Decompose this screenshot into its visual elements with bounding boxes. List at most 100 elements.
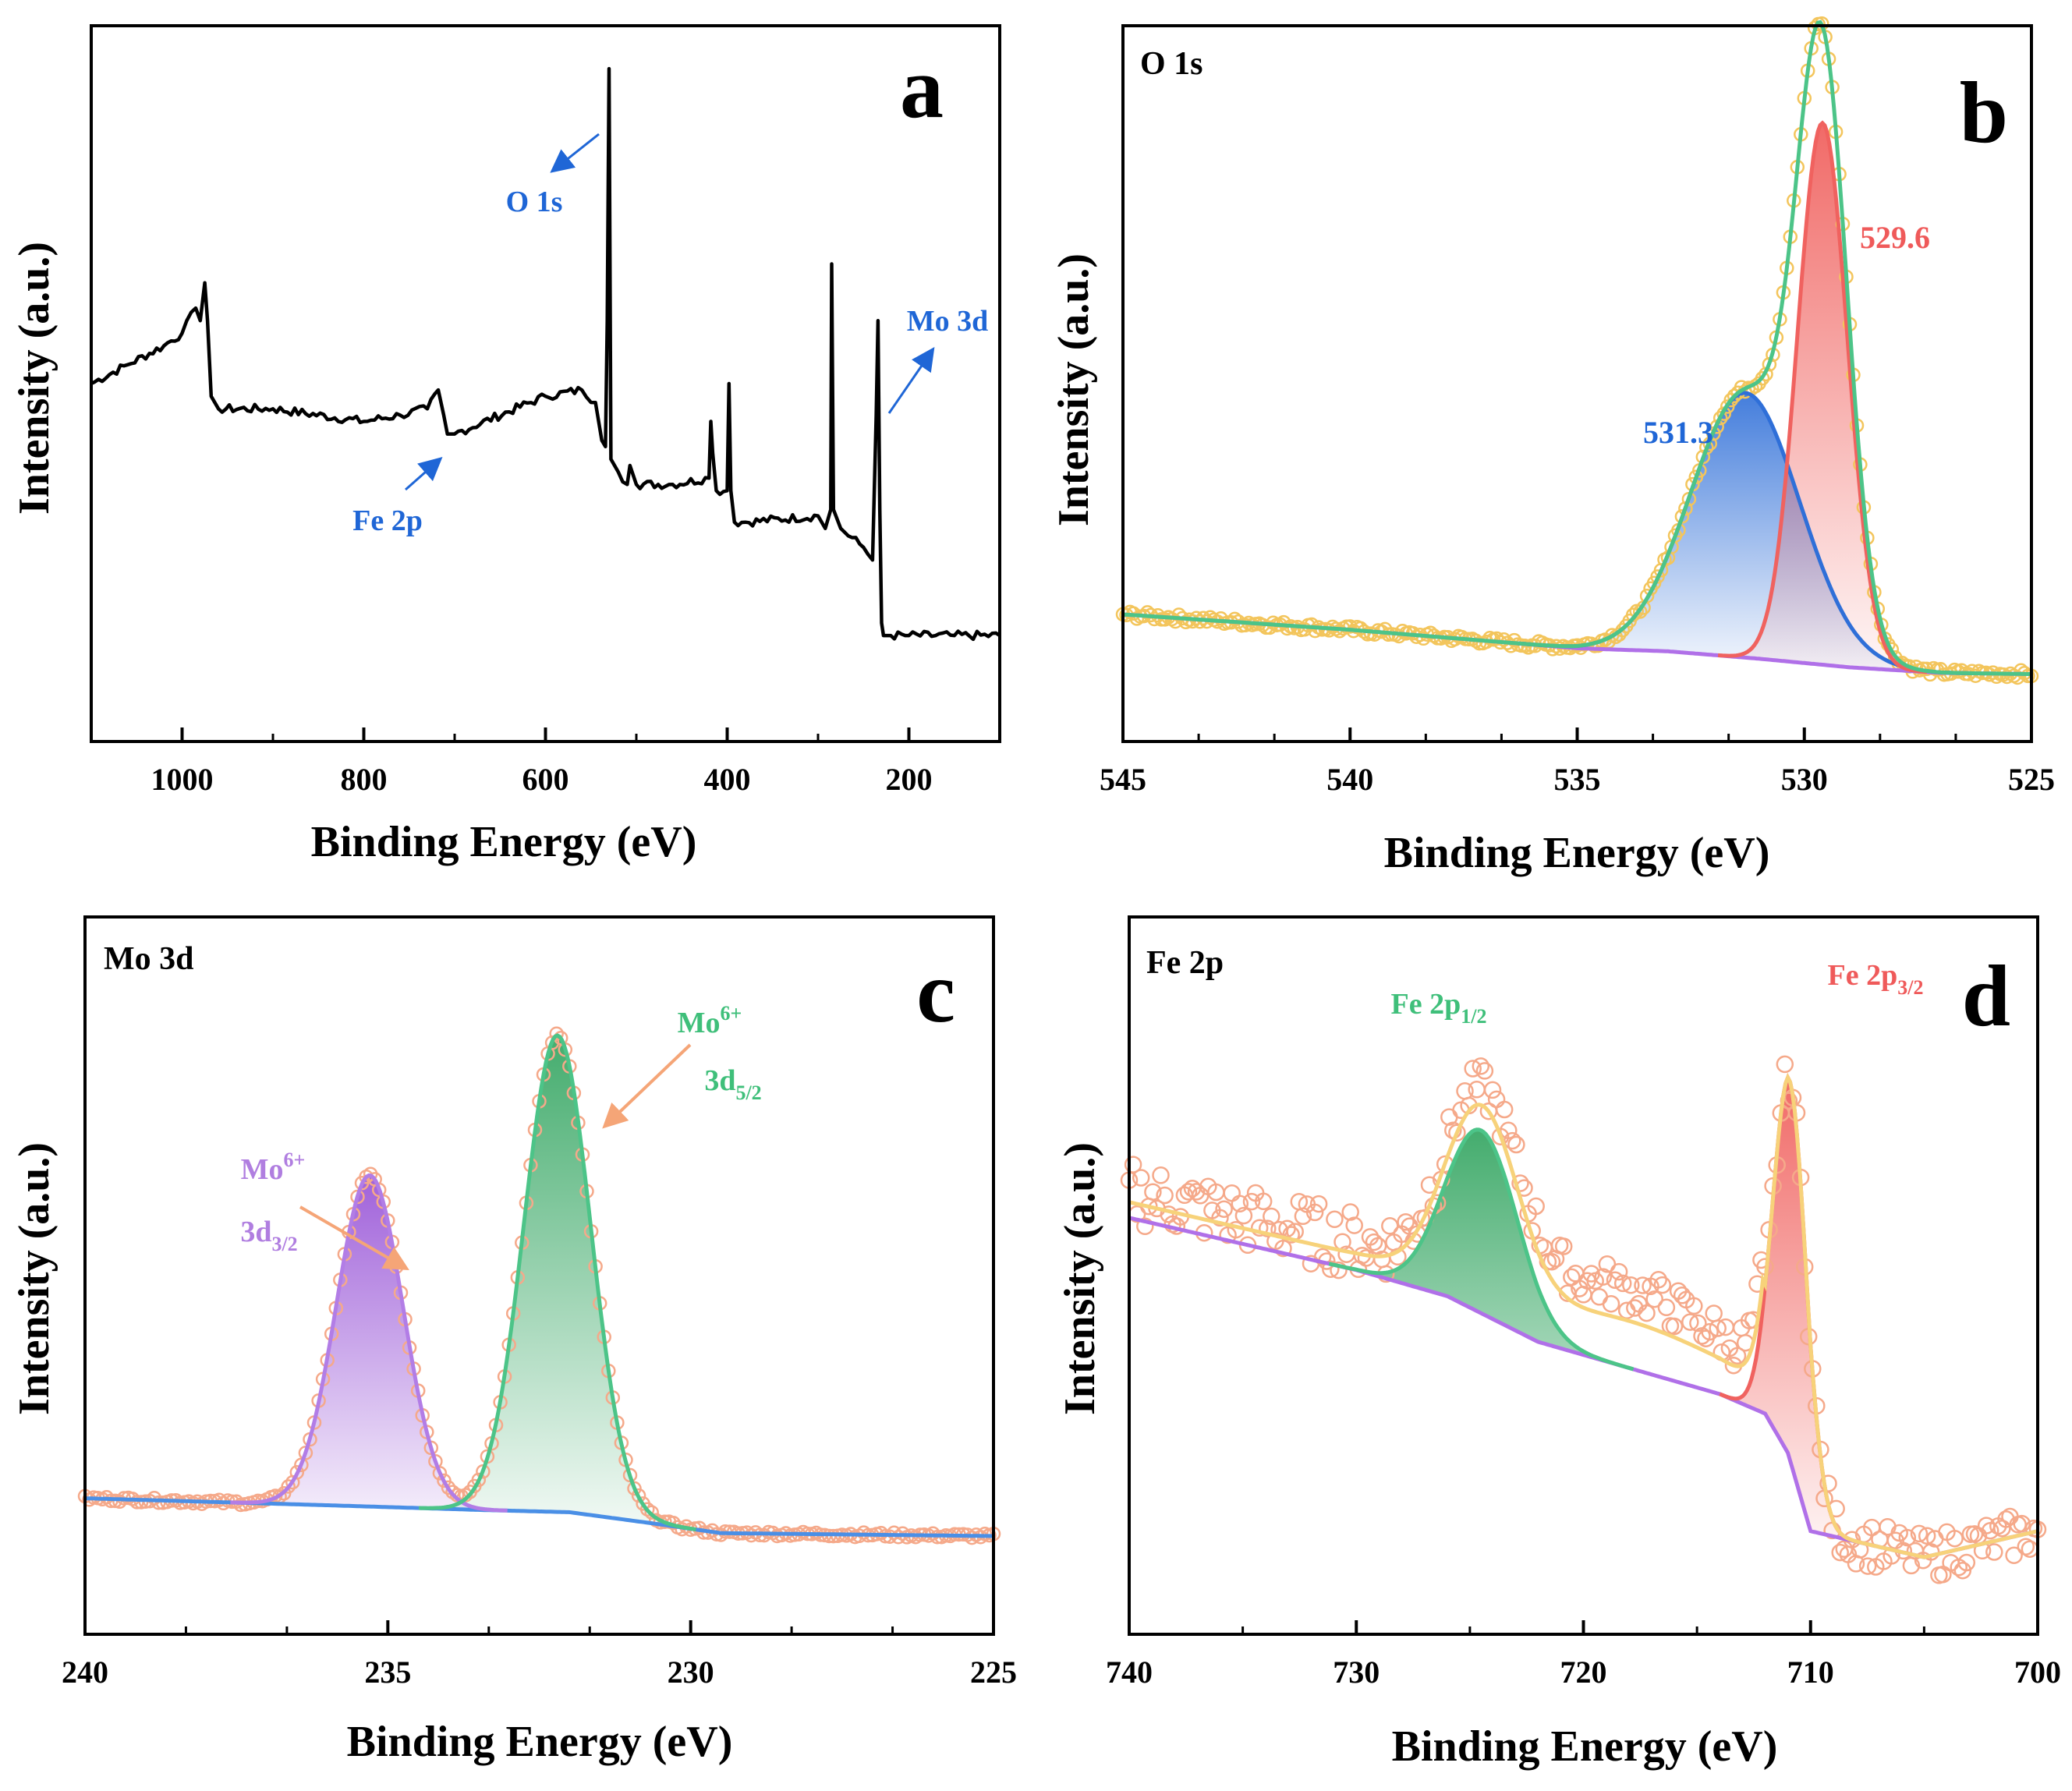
raw-point [1634,1276,1652,1294]
raw-point [1910,1524,1929,1543]
xtick-label: 730 [1333,1655,1380,1690]
raw-point [1831,1543,1849,1562]
raw-point [1504,1131,1521,1150]
panel-a-xlabel: Binding Energy (eV) [311,818,697,866]
raw-point [2017,1538,2035,1556]
xtick-label: 800 [341,762,388,797]
raw-point [887,1525,901,1541]
peak-fill-1 [1123,122,2031,674]
raw-point [1835,1540,1854,1558]
raw-point [1231,1195,1249,1213]
xtick-label: 600 [522,762,569,797]
raw-point [1545,642,1560,657]
raw-point [1487,1090,1506,1109]
panel-a-annotations: O 1s Mo 3d Fe 2p [352,133,988,537]
raw-point [1322,1260,1340,1278]
raw-point [1464,1060,1482,1078]
panel-a-frame [90,24,1001,743]
raw-point [1147,611,1162,627]
raw-point [1554,1237,1573,1255]
raw-point [1309,1195,1328,1213]
raw-point [1689,1314,1707,1333]
raw-point [471,1472,487,1488]
raw-point [1985,1543,2003,1561]
panel-c-title: Mo 3d [104,941,194,977]
peak-fill-1 [85,1035,993,1536]
survey-line [90,66,1001,642]
panel-d-plot [1120,1055,2047,1584]
panel-a-plot [90,66,1001,642]
raw-point [1330,1261,1348,1280]
peak-line-0 [1328,1127,1635,1372]
raw-point [1156,1186,1174,1205]
raw-point [644,1505,659,1520]
xtick-label: 740 [1106,1655,1153,1690]
panel-b-letter: b [1960,65,2008,161]
envelope-line [1122,19,2031,676]
panel-d-letter: d [1962,948,2010,1045]
raw-point [1179,1183,1198,1201]
raw-point [1234,1206,1253,1225]
label-fe-2p12-sub: 1/2 [1461,1005,1486,1028]
annot-fe2p: Fe 2p [352,504,423,537]
raw-point [1167,614,1183,629]
xtick-label: 710 [1787,1655,1834,1690]
raw-point [1500,1121,1518,1140]
raw-point [1957,1553,1976,1572]
raw-point [1448,1124,1466,1141]
xtick-label: 225 [970,1655,1017,1690]
raw-point [458,1488,473,1503]
raw-point [432,1466,448,1481]
panel-c: Mo 3d c 240 235 230 225 Binding Energy (eV)… [10,915,1017,1766]
raw-point [1211,1209,1229,1227]
raw-point [1495,1100,1514,1119]
panel-b-title: O 1s [1140,46,1203,82]
raw-point [1638,1304,1656,1322]
panel-c-frame [83,915,995,1636]
raw-point [1709,1319,1727,1337]
peak-fill-0 [1123,392,2031,674]
raw-point [1202,610,1218,625]
raw-point [1993,1519,2011,1538]
raw-point [627,1481,642,1496]
raw-point [1649,1271,1667,1289]
panel-c-xlabel: Binding Energy (eV) [347,1718,733,1766]
raw-point [1507,1135,1525,1154]
raw-point [1665,1317,1684,1336]
xtick-label: 535 [1554,762,1601,797]
raw-point [1630,1294,1648,1313]
raw-point [1613,1274,1632,1293]
baseline-line [1128,1216,2038,1559]
xtick-label: 540 [1326,762,1373,797]
peak-line-1 [1717,120,1928,674]
label-mo-3d52-main: Mo [678,1007,721,1039]
raw-point [1590,1288,1609,1306]
raw-point [1898,1528,1917,1547]
raw-point [1144,1183,1162,1201]
raw-point [1381,1217,1399,1235]
xtick-label: 235 [364,1655,411,1690]
panel-b-ticks: 545 540 535 530 525 [1100,727,2055,797]
xtick-label: 525 [2008,762,2055,797]
raw-point [1728,1347,1747,1365]
raw-point [1602,1294,1620,1313]
label-mo-3d32-line1: Mo6+ [241,1149,306,1186]
raw-point [1294,1207,1312,1226]
raw-point [1263,1207,1280,1226]
xtick-label: 230 [668,1655,714,1690]
panel-c-plot [77,1026,1001,1545]
raw-point [1615,622,1631,638]
raw-point [1701,1322,1719,1341]
panel-d-ylabel: Intensity (a.u.) [1056,1142,1104,1415]
raw-point [1326,1210,1344,1229]
peak-line-1 [419,1033,696,1532]
arrow-o1s [550,133,600,173]
xtick-label: 720 [1560,1655,1607,1690]
raw-point [441,1480,456,1495]
raw-point [1215,1200,1233,1218]
raw-point [1685,1297,1703,1315]
label-fe-2p32-sub: 3/2 [1897,976,1923,999]
raw-point [1152,1166,1170,1184]
annot-o1s: O 1s [506,186,563,218]
raw-point [2005,1546,2023,1564]
